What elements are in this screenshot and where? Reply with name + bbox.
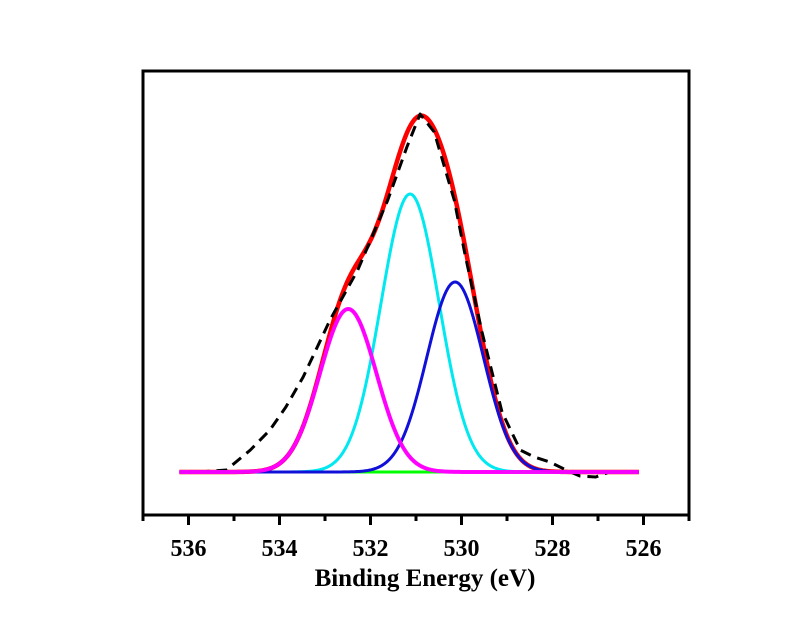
x-tick-label: 526 <box>626 536 662 562</box>
component-peak-2-line <box>179 192 639 474</box>
x-tick-label: 536 <box>171 536 207 562</box>
x-axis-ticks <box>141 515 691 525</box>
raw-data-line <box>198 112 610 479</box>
x-axis-title: Binding Energy (eV) <box>315 565 536 592</box>
component-peak-1-line <box>179 307 639 474</box>
x-tick-label: 528 <box>535 536 571 562</box>
x-tick-label: 534 <box>262 536 298 562</box>
x-tick-label: 532 <box>353 536 389 562</box>
component-peak-1-overlay <box>178 307 640 474</box>
component-peak-3-line <box>179 280 639 474</box>
x-axis-tick-labels: 536 534 532 530 528 526 <box>171 536 662 562</box>
x-tick-label: 530 <box>444 536 480 562</box>
axes-frame <box>141 69 691 517</box>
plot-curves <box>178 112 640 479</box>
